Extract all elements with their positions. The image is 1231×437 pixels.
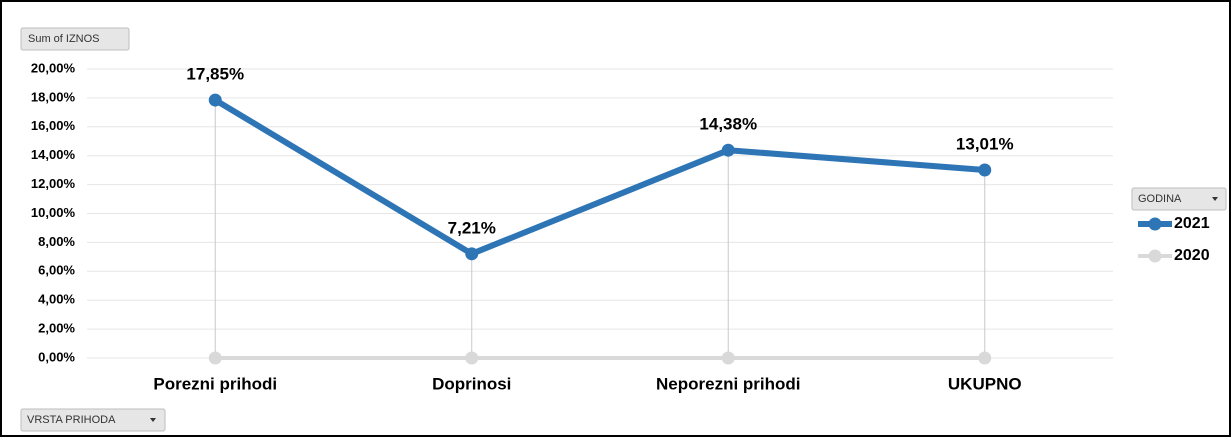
y-tick-label: 2,00% xyxy=(38,321,75,336)
y-tick-label: 14,00% xyxy=(31,147,76,162)
legend-field-button[interactable]: GODINA xyxy=(1131,187,1227,211)
y-tick-label: 18,00% xyxy=(31,89,76,104)
button-label: VRSTA PRIHODA xyxy=(27,414,116,426)
y-tick-label: 4,00% xyxy=(38,292,75,307)
y-tick-label: 0,00% xyxy=(38,349,75,364)
dropdown-arrow xyxy=(1212,197,1218,201)
marker xyxy=(978,351,992,365)
marker xyxy=(721,143,735,157)
button-label: GODINA xyxy=(1138,193,1182,205)
marker xyxy=(465,247,479,261)
button-label: Sum of IZNOS xyxy=(28,33,100,45)
marker xyxy=(208,351,222,365)
y-tick-label: 12,00% xyxy=(31,176,76,191)
legend-label: 2021 xyxy=(1174,215,1210,232)
y-tick-label: 8,00% xyxy=(38,234,75,249)
axis-field-button[interactable]: VRSTA PRIHODA xyxy=(20,408,166,432)
y-tick-label: 10,00% xyxy=(31,205,76,220)
y-tick-label: 16,00% xyxy=(31,118,76,133)
legend-marker xyxy=(1148,217,1162,231)
marker xyxy=(978,163,992,177)
marker xyxy=(208,93,222,107)
series-line xyxy=(213,97,985,257)
x-tick-label: Neporezni prihodi xyxy=(656,374,801,393)
dropdown-arrow xyxy=(150,418,156,422)
data-label: 14,38% xyxy=(699,115,757,134)
legend-marker xyxy=(1148,249,1162,263)
data-label: 7,21% xyxy=(448,218,496,237)
marker xyxy=(465,351,479,365)
x-tick-label: Doprinosi xyxy=(432,374,511,393)
data-label: 13,01% xyxy=(956,134,1014,153)
y-tick-label: 6,00% xyxy=(38,263,75,278)
y-tick-label: 20,00% xyxy=(31,60,76,75)
x-tick-label: Porezni prihodi xyxy=(153,374,277,393)
value-field-button[interactable]: Sum of IZNOS xyxy=(20,27,130,51)
data-label: 17,85% xyxy=(186,65,244,84)
legend-label: 2020 xyxy=(1174,247,1210,264)
marker xyxy=(721,351,735,365)
x-tick-label: UKUPNO xyxy=(948,374,1022,393)
